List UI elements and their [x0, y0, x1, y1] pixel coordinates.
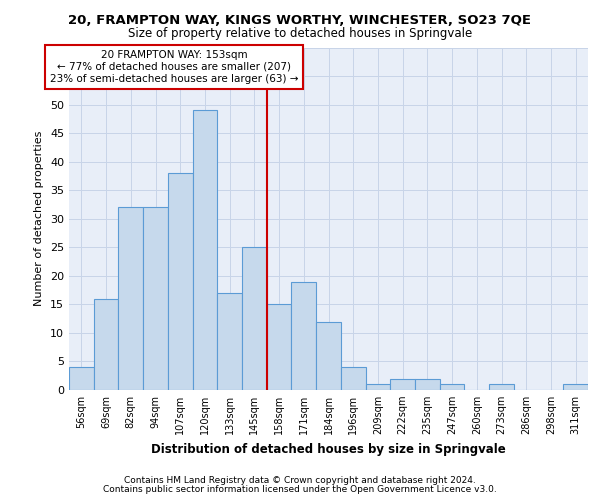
Bar — [292, 282, 316, 390]
Bar — [94, 298, 118, 390]
Bar — [489, 384, 514, 390]
Bar — [440, 384, 464, 390]
Bar — [143, 208, 168, 390]
Bar — [267, 304, 292, 390]
Bar — [69, 367, 94, 390]
Bar — [217, 293, 242, 390]
Bar — [168, 173, 193, 390]
Bar — [242, 248, 267, 390]
Text: 20 FRAMPTON WAY: 153sqm
← 77% of detached houses are smaller (207)
23% of semi-d: 20 FRAMPTON WAY: 153sqm ← 77% of detache… — [50, 50, 298, 84]
Bar — [193, 110, 217, 390]
Text: 20, FRAMPTON WAY, KINGS WORTHY, WINCHESTER, SO23 7QE: 20, FRAMPTON WAY, KINGS WORTHY, WINCHEST… — [68, 14, 532, 26]
Bar — [563, 384, 588, 390]
Bar — [118, 208, 143, 390]
Bar — [415, 378, 440, 390]
Bar — [390, 378, 415, 390]
Bar — [316, 322, 341, 390]
Y-axis label: Number of detached properties: Number of detached properties — [34, 131, 44, 306]
Text: Contains HM Land Registry data © Crown copyright and database right 2024.: Contains HM Land Registry data © Crown c… — [124, 476, 476, 485]
Text: Size of property relative to detached houses in Springvale: Size of property relative to detached ho… — [128, 28, 472, 40]
X-axis label: Distribution of detached houses by size in Springvale: Distribution of detached houses by size … — [151, 442, 506, 456]
Text: Contains public sector information licensed under the Open Government Licence v3: Contains public sector information licen… — [103, 484, 497, 494]
Bar — [341, 367, 365, 390]
Bar — [365, 384, 390, 390]
